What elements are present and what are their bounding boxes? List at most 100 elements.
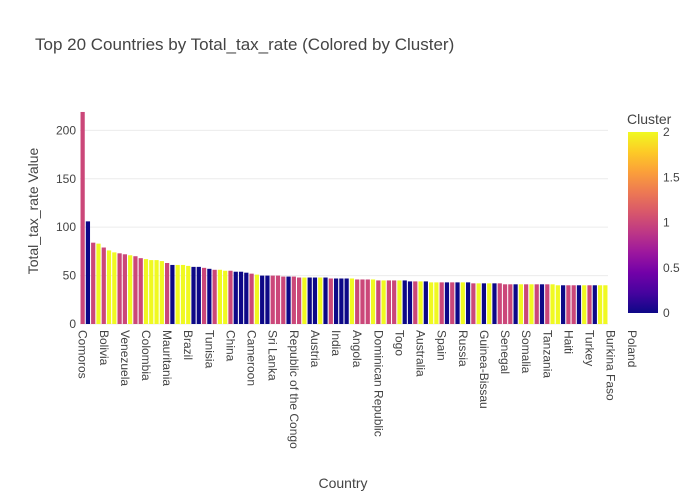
bar <box>96 243 101 324</box>
bar <box>524 284 529 324</box>
x-tick-label: Turkey <box>583 330 597 366</box>
x-tick-label: India <box>329 330 343 356</box>
bar <box>423 281 428 324</box>
x-tick-label: Mauritania <box>160 330 174 386</box>
bar <box>582 285 587 324</box>
bar <box>397 280 402 324</box>
bar <box>339 278 344 324</box>
bar <box>286 276 291 324</box>
bar <box>597 285 603 324</box>
bar <box>481 283 487 324</box>
bar <box>207 268 212 324</box>
bar <box>212 269 217 324</box>
bar <box>603 285 608 324</box>
bar <box>539 284 545 324</box>
x-tick-label: Australia <box>414 330 428 377</box>
bar <box>529 284 534 324</box>
bar <box>550 284 555 324</box>
x-tick-label: Haiti <box>561 330 575 354</box>
bar <box>291 276 296 324</box>
bar <box>186 265 191 324</box>
bar <box>576 285 582 324</box>
x-tick-label: Dominican Republic <box>371 330 385 437</box>
bar <box>270 275 275 324</box>
bar <box>80 111 85 324</box>
bar <box>133 256 138 324</box>
bar <box>365 279 370 324</box>
x-tick-label: Spain <box>435 330 449 361</box>
x-tick-label: Cameroon <box>245 330 259 386</box>
colorbar-gradient <box>628 132 658 313</box>
bar <box>138 258 143 324</box>
bar <box>106 250 112 324</box>
bar <box>360 279 365 324</box>
bar <box>370 279 376 324</box>
colorbar-tick-label: 0.5 <box>663 261 680 275</box>
bar <box>238 271 244 324</box>
bar <box>349 278 355 324</box>
bar <box>513 284 518 324</box>
x-tick-label: Guinea-Bissau <box>477 330 491 409</box>
gridlines <box>80 129 608 325</box>
bar <box>101 247 106 324</box>
bar <box>566 285 571 324</box>
bar <box>117 253 122 324</box>
bar <box>376 280 381 324</box>
bar <box>143 259 149 324</box>
bar <box>159 261 164 324</box>
bar <box>149 260 154 324</box>
x-tick-label: Senegal <box>498 330 512 374</box>
bar <box>450 282 455 324</box>
bar <box>476 283 481 324</box>
x-tick-label: Somalia <box>519 330 533 374</box>
bar <box>249 273 254 324</box>
bar <box>407 281 413 324</box>
x-tick-label: China <box>223 330 237 362</box>
bar <box>386 280 391 324</box>
x-tick-label: Angola <box>350 330 364 368</box>
bar <box>265 275 270 324</box>
bar <box>502 284 508 324</box>
bar <box>112 252 117 324</box>
x-axis: Comoros Bolivia Venezuela Colombia Mauritani… <box>76 330 639 449</box>
bar <box>196 266 201 324</box>
y-tick-label: 100 <box>56 220 76 234</box>
x-tick-label: Republic of the Congo <box>287 330 301 449</box>
bar <box>180 264 186 324</box>
bar <box>355 279 360 324</box>
y-tick-label: 50 <box>63 269 77 283</box>
bar <box>244 272 249 324</box>
x-tick-label: Russia <box>456 330 470 367</box>
x-tick-label: Venezuela <box>118 330 132 386</box>
bar <box>191 266 196 324</box>
bar <box>465 282 471 324</box>
bar <box>91 242 96 324</box>
bar <box>444 282 450 324</box>
bar <box>508 284 513 324</box>
y-axis: 0 50 100 150 200 <box>56 123 76 331</box>
bar <box>260 275 265 324</box>
bar <box>323 277 328 324</box>
y-axis-title: Total_tax_rate Value <box>25 147 41 274</box>
bar <box>201 267 207 324</box>
bar <box>381 280 386 324</box>
bar <box>281 276 286 324</box>
bar <box>571 285 576 324</box>
bar <box>275 275 281 324</box>
x-tick-label: Burkina Faso <box>604 330 618 401</box>
bar <box>455 282 460 324</box>
y-tick-label: 200 <box>56 123 76 137</box>
bars <box>80 111 608 324</box>
bar <box>318 277 323 324</box>
x-tick-label: Bolivia <box>97 330 111 366</box>
bar <box>439 282 444 324</box>
bar <box>328 278 333 324</box>
colorbar-tick-label: 1.5 <box>663 170 680 184</box>
bar <box>413 281 418 324</box>
bar <box>302 277 307 324</box>
colorbar-tick-label: 2 <box>663 125 670 139</box>
bar <box>487 283 492 324</box>
bar <box>85 221 91 324</box>
bar <box>223 270 228 324</box>
